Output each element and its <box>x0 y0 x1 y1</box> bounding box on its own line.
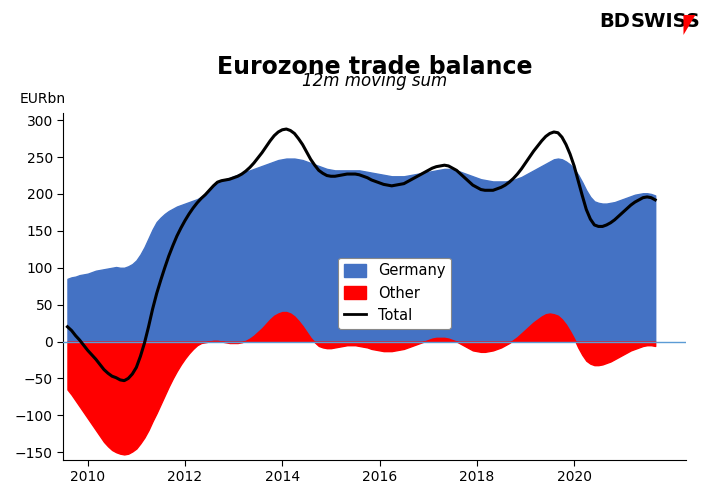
Text: EURbn: EURbn <box>20 92 66 106</box>
Text: BD: BD <box>599 12 630 31</box>
Title: Eurozone trade balance: Eurozone trade balance <box>217 55 533 79</box>
Text: SWISS: SWISS <box>631 12 701 31</box>
Legend: Germany, Other, Total: Germany, Other, Total <box>339 257 451 329</box>
Text: 12m moving sum: 12m moving sum <box>302 72 447 90</box>
